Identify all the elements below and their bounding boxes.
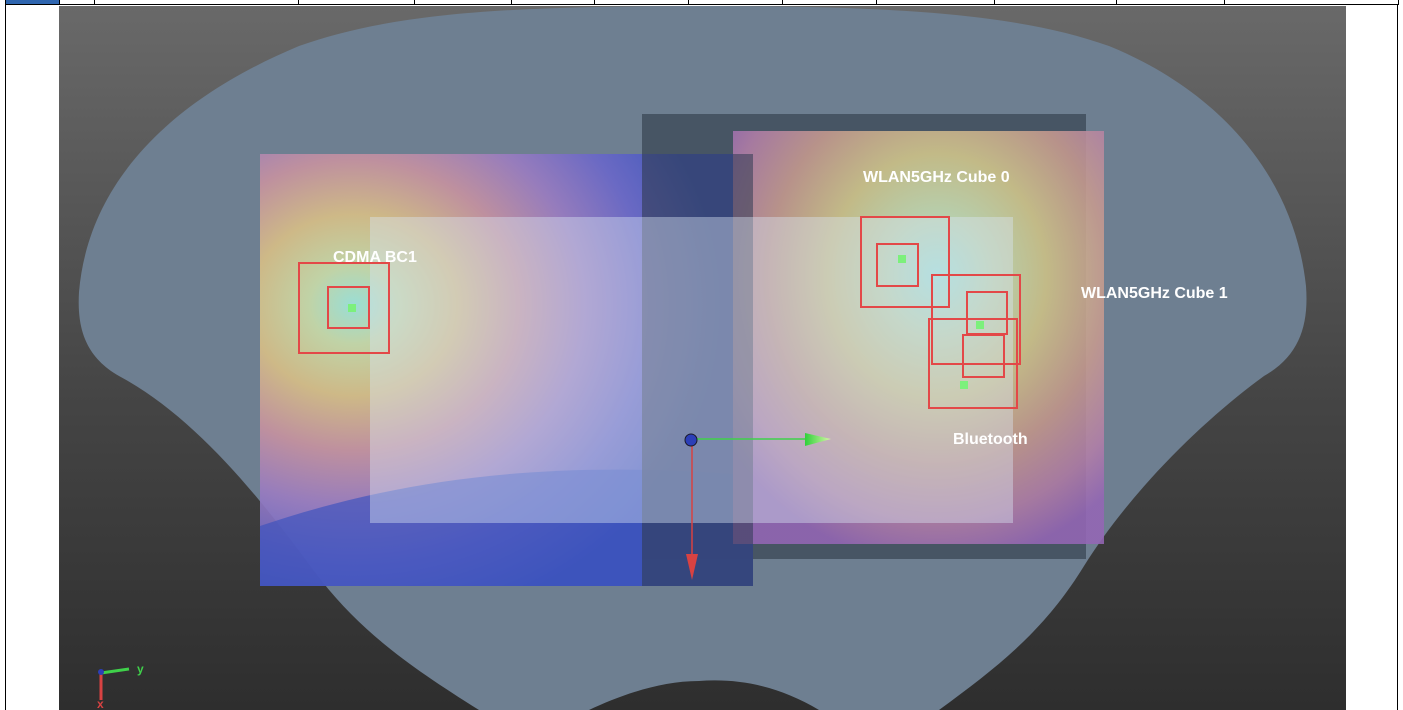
cdma-field-contour [260,469,753,586]
bluetooth-inner-box[interactable] [962,334,1005,378]
top-cell [594,0,688,5]
dark-volume-overlap [642,154,753,586]
top-cell [59,0,94,5]
wlan-cube1-center-point[interactable] [976,321,984,329]
cdma-center-point[interactable] [348,304,356,312]
wlan-cube0-inner-box[interactable] [876,243,919,287]
label-bluetooth: Bluetooth [953,431,1028,448]
cdma-outer-box[interactable] [298,262,390,354]
label-wlan-cube0: WLAN5GHz Cube 0 [863,169,1010,186]
top-cell [94,0,298,5]
frame-border-left [5,5,6,710]
top-cell [414,0,511,5]
gizmo-y-arrowhead[interactable] [805,433,831,446]
wlan-cube0-outer-box[interactable] [860,216,950,308]
top-cell [511,0,594,5]
top-cell [5,0,59,5]
wlan-field-plane [733,131,1104,544]
cdma-markers[interactable] [298,262,390,354]
gizmo-x-arrowhead[interactable] [686,554,698,580]
top-cell [688,0,782,5]
label-wlan-cube1: WLAN5GHz Cube 1 [1081,285,1228,302]
translate-gizmo-icon[interactable] [684,433,831,580]
cdma-inner-box[interactable] [327,286,370,329]
top-cell [298,0,414,5]
top-cell [1224,0,1399,5]
triad-y-label: y [137,662,144,676]
label-cdma: CDMA BC1 [333,249,417,266]
top-cell [782,0,876,5]
wlan-cube0-markers[interactable] [860,216,950,308]
bluetooth-outer-box[interactable] [928,318,1018,409]
wlan-cube0-center-point[interactable] [898,255,906,263]
3d-viewport[interactable]: CDMA BC1 WLAN5GHz Cube 0 WLAN5GHz Cube 1… [59,6,1346,710]
top-cell [994,0,1116,5]
frame-border-right [1397,5,1398,710]
orientation-triad-icon: y x [97,662,144,710]
gizmo-origin-handle[interactable] [684,433,698,447]
top-cell [1116,0,1224,5]
top-table-row [0,0,1403,6]
triad-x-label: x [97,697,104,710]
bluetooth-markers[interactable] [928,318,1018,409]
triad-y-axis [100,667,130,675]
top-cell [876,0,994,5]
bluetooth-center-point[interactable] [960,381,968,389]
triad-z-axis [98,669,104,675]
scene-canvas[interactable]: CDMA BC1 WLAN5GHz Cube 0 WLAN5GHz Cube 1… [59,6,1346,710]
